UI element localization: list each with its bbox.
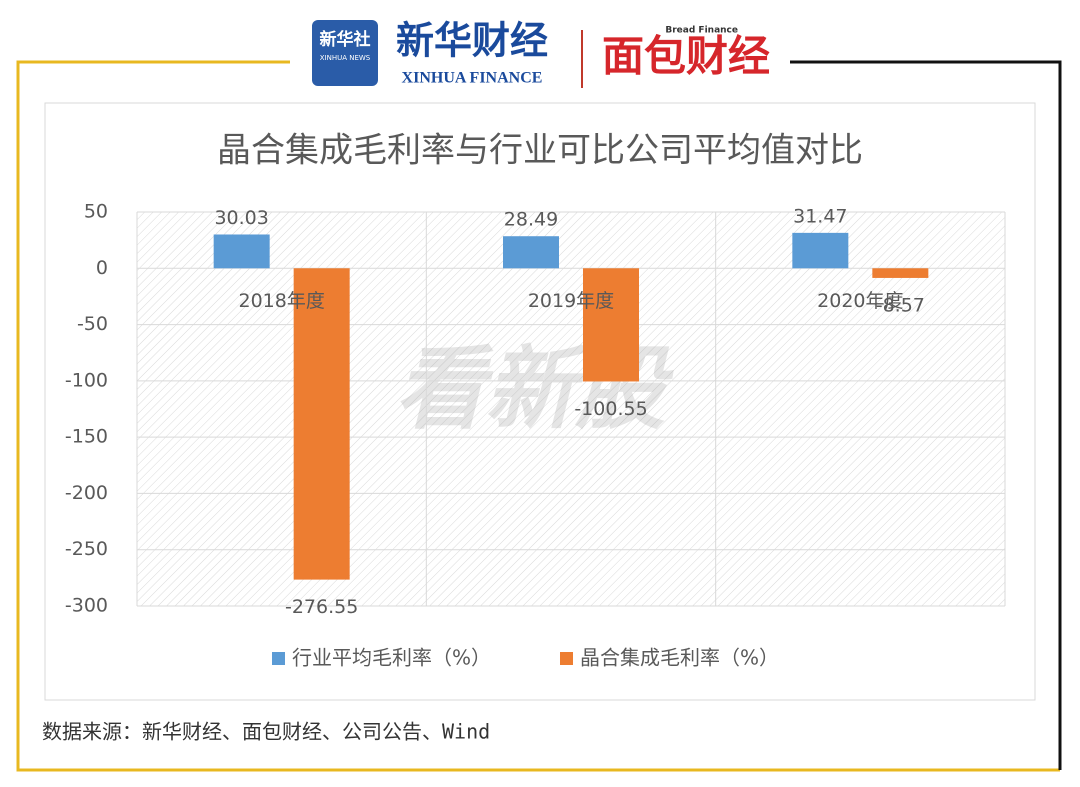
- legend-swatch: [560, 652, 573, 665]
- data-label: 28.49: [504, 209, 558, 231]
- y-tick-label: 0: [96, 257, 108, 279]
- plot-background: [137, 212, 1005, 606]
- source: 数据来源：新华财经、面包财经、公司公告、Wind: [42, 720, 490, 744]
- legend-swatch: [272, 652, 285, 665]
- logo-text: 新华财经: [396, 18, 548, 63]
- legend-label: 晶合集成毛利率（%）: [580, 646, 779, 670]
- data-label: 31.47: [793, 205, 847, 227]
- y-tick-label: -50: [77, 313, 108, 335]
- logo-text: Bread Finance: [665, 26, 738, 36]
- y-tick-label: 50: [84, 201, 108, 223]
- data-label: -276.55: [285, 596, 358, 618]
- y-tick-label: -200: [65, 482, 108, 504]
- data-label: 30.03: [214, 207, 268, 229]
- x-tick-label: 2020年度: [817, 290, 903, 312]
- bar: [213, 234, 270, 269]
- x-tick-label: 2019年度: [528, 290, 614, 312]
- bar: [503, 236, 559, 269]
- bar: [872, 268, 929, 278]
- frame: [790, 60, 1062, 770]
- y-tick-label: -100: [65, 369, 108, 391]
- logo-text: 面包财经: [602, 32, 770, 81]
- frame: [16, 60, 1060, 772]
- logo-icon: [312, 20, 378, 86]
- y-tick-label: -300: [65, 595, 108, 617]
- bar: [583, 268, 639, 382]
- data-label: -8.57: [876, 294, 925, 316]
- x-tick-label: 2018年度: [238, 290, 324, 312]
- y-tick-label: -250: [65, 538, 108, 560]
- logo-text: XINHUA NEWS: [320, 54, 371, 62]
- y-tick-label: -150: [65, 426, 108, 448]
- bar: [792, 232, 849, 269]
- logo-text: XINHUA FINANCE: [402, 70, 543, 87]
- bar: [293, 268, 350, 580]
- data-label: -100.55: [574, 398, 647, 420]
- logo-text: 新华社: [320, 29, 371, 50]
- legend-label: 行业平均毛利率（%）: [292, 646, 491, 670]
- chart-title: 晶合集成毛利率与行业可比公司平均值对比: [217, 131, 863, 171]
